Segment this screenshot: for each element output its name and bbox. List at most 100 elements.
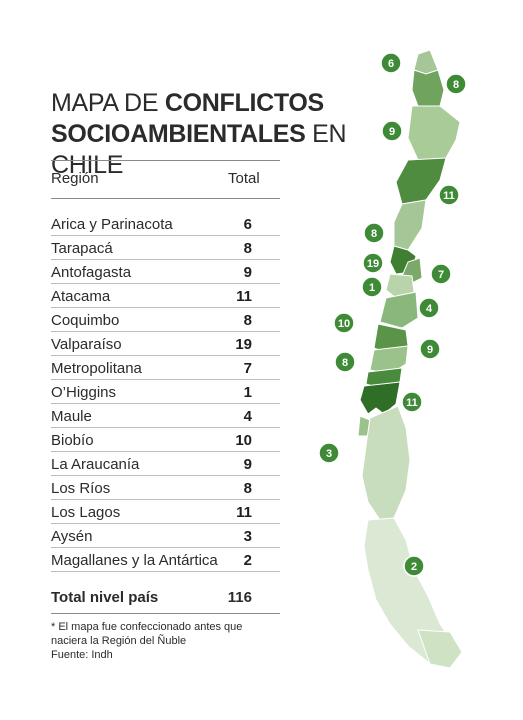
- conflict-count-badge: 2: [403, 555, 425, 577]
- conflict-count-badge: 11: [438, 184, 460, 206]
- table-row: Maule 4: [51, 404, 280, 428]
- conflict-count-badge: 7: [430, 263, 452, 285]
- badge-circle: [381, 120, 403, 142]
- region-name: Valparaíso: [51, 336, 122, 353]
- conflict-count-badge: 10: [333, 312, 355, 334]
- region-name: O’Higgins: [51, 384, 117, 401]
- table-row: Coquimbo 8: [51, 308, 280, 332]
- badge-circle: [430, 263, 452, 285]
- region-name: Magallanes y la Antártica: [51, 552, 218, 569]
- badge-value: 7: [438, 269, 444, 281]
- table-row: Valparaíso 19: [51, 332, 280, 356]
- badge-circle: [418, 297, 440, 319]
- region-total: 1: [243, 384, 252, 401]
- table-row: Tarapacá 8: [51, 236, 280, 260]
- title-part-4: EN CHILE: [51, 120, 347, 179]
- region-coquimbo: [393, 199, 427, 251]
- region-name: Aysén: [51, 528, 93, 545]
- conflict-count-badge: 8: [334, 351, 356, 373]
- region-name: Metropolitana: [51, 360, 142, 377]
- region-total: 6: [243, 216, 252, 233]
- badge-value: 8: [342, 357, 348, 369]
- title-part-2: CONFLICTOS: [164, 89, 324, 117]
- badge-circle: [438, 184, 460, 206]
- badge-value: 2: [411, 561, 417, 573]
- conflict-count-badge: 3: [318, 442, 340, 464]
- conflict-count-badge: 8: [363, 222, 385, 244]
- region-total: 9: [243, 456, 252, 473]
- table-row: Los Ríos 8: [51, 476, 280, 500]
- conflict-count-badge: 4: [418, 297, 440, 319]
- region-name: Los Lagos: [51, 504, 121, 521]
- region-aysen: [361, 405, 411, 521]
- badge-value: 9: [389, 126, 395, 138]
- region-name: Biobío: [51, 432, 94, 449]
- badge-circle: [445, 73, 467, 95]
- region-total: 8: [243, 480, 252, 497]
- badge-circle: [401, 391, 423, 413]
- badge-value: 11: [443, 190, 455, 202]
- table-row: Atacama 11: [51, 284, 280, 308]
- region-loslagos: [359, 381, 401, 415]
- badge-circle: [318, 442, 340, 464]
- badge-circle: [403, 555, 425, 577]
- table-row: Magallanes y la Antártica 2: [51, 548, 280, 572]
- region-antofagasta: [407, 105, 461, 161]
- region-name: Arica y Parinacota: [51, 216, 173, 233]
- table-row: O’Higgins 1: [51, 380, 280, 404]
- badge-circle: [361, 276, 383, 298]
- header-total: Total: [228, 170, 260, 187]
- table-top-rule: [51, 160, 280, 161]
- region-total: 4: [243, 408, 252, 425]
- region-name: Tarapacá: [51, 240, 113, 257]
- badge-value: 9: [427, 344, 433, 356]
- footnote-line-1: * El mapa fue confeccionado antes que: [51, 621, 243, 633]
- total-row: Total nivel país 116: [51, 583, 280, 614]
- badge-value: 11: [406, 397, 418, 409]
- region-total: 11: [236, 504, 252, 521]
- badge-value: 1: [369, 282, 375, 294]
- region-name: La Araucanía: [51, 456, 140, 473]
- badge-circle: [362, 252, 384, 274]
- region-name: Maule: [51, 408, 92, 425]
- region-total: 8: [243, 240, 252, 257]
- region-total: 19: [235, 336, 252, 353]
- badge-circle: [419, 338, 441, 360]
- region-arica: [413, 49, 439, 75]
- title-part-3: SOCIOAMBIENTALES: [51, 120, 306, 148]
- conflict-count-badge: 6: [380, 52, 402, 74]
- badge-circle: [380, 52, 402, 74]
- region-tarapaca: [411, 69, 445, 107]
- region-total: 7: [243, 360, 252, 377]
- conflict-count-badge: 9: [381, 120, 403, 142]
- footnote: * El mapa fue confeccionado antes que na…: [51, 620, 291, 662]
- header-rule: [51, 198, 280, 199]
- badge-value: 19: [367, 258, 379, 270]
- table-row: Metropolitana 7: [51, 356, 280, 380]
- badge-value: 3: [326, 448, 332, 460]
- region-total: 9: [243, 264, 252, 281]
- table-row: Biobío 10: [51, 428, 280, 452]
- badge-circle: [333, 312, 355, 334]
- source-line: Fuente: Indh: [51, 649, 113, 661]
- region-total: 3: [243, 528, 252, 545]
- conflict-count-badge: 9: [419, 338, 441, 360]
- footnote-line-2: naciera la Región del Ñuble: [51, 635, 187, 647]
- region-name: Atacama: [51, 288, 111, 305]
- badge-circle: [334, 351, 356, 373]
- badge-value: 8: [453, 79, 459, 91]
- table-row: Antofagasta 9: [51, 260, 280, 284]
- chile-map: 6 8 9 11 8 19 1 7 4 10 9 8 11 3 2: [318, 49, 467, 669]
- badge-value: 4: [426, 303, 433, 315]
- region-maule: [379, 291, 419, 329]
- badge-value: 6: [388, 58, 394, 70]
- table-row: Arica y Parinacota 6: [51, 212, 280, 236]
- conflict-count-badge: 8: [445, 73, 467, 95]
- badge-value: 8: [371, 228, 377, 240]
- table-row: Los Lagos 11: [51, 500, 280, 524]
- conflict-count-badge: 11: [401, 391, 423, 413]
- region-total: 2: [243, 552, 252, 569]
- total-label: Total nivel país: [51, 589, 159, 606]
- conflict-count-badge: 1: [361, 276, 383, 298]
- table-row: Aysén 3: [51, 524, 280, 548]
